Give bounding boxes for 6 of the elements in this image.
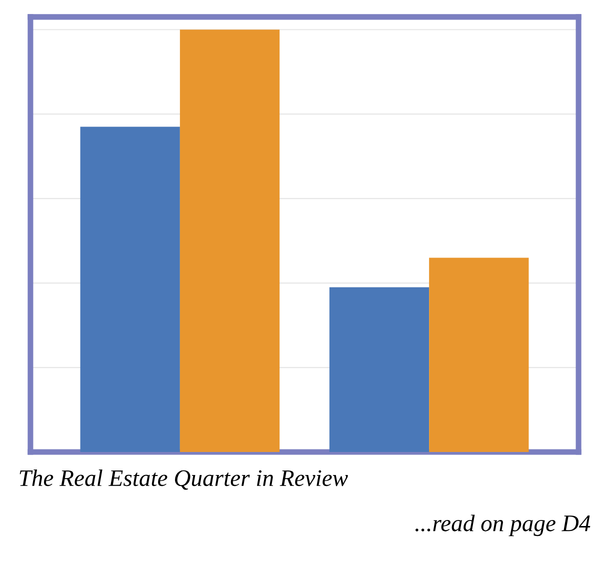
- bar: [80, 126, 180, 452]
- bar: [329, 287, 430, 452]
- text: The Real Estate Quarter in Review: [20, 470, 348, 490]
- bar: [180, 30, 280, 452]
- bar: [429, 258, 529, 452]
- text: ...read on page D4: [416, 514, 590, 536]
